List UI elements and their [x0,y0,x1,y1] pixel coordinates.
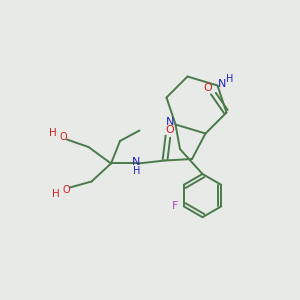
Text: N: N [166,117,175,127]
Text: H: H [49,128,56,138]
Text: N: N [132,157,141,167]
Text: H: H [226,74,234,84]
Text: H: H [52,189,59,199]
Text: N: N [218,79,226,89]
Text: F: F [172,201,178,212]
Text: O: O [165,125,174,135]
Text: O: O [203,82,212,93]
Text: O: O [59,132,67,142]
Text: O: O [62,184,70,195]
Text: H: H [133,166,140,176]
